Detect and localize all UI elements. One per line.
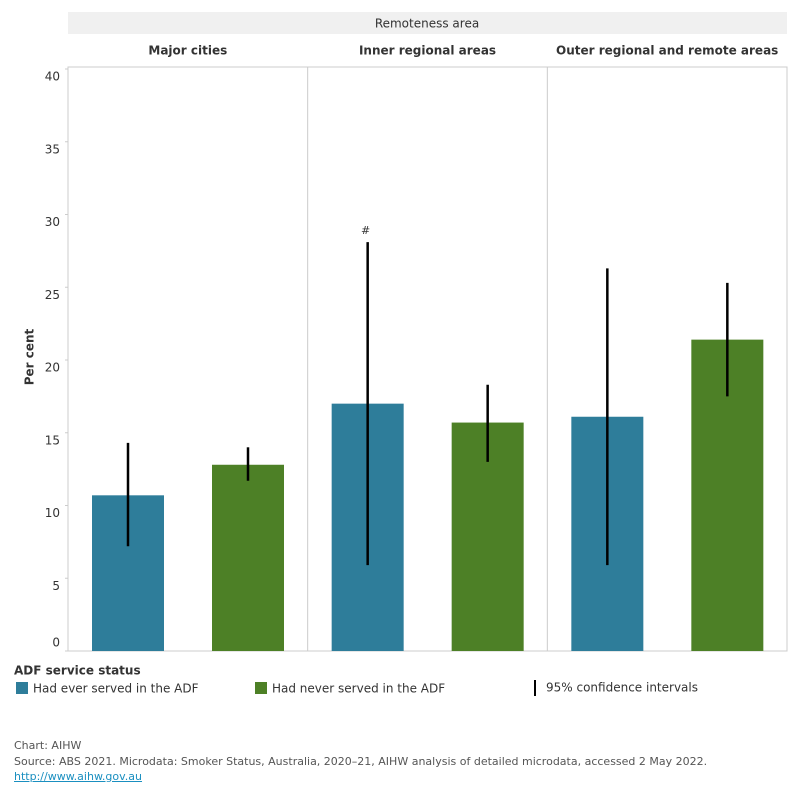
bar — [212, 464, 284, 651]
legend-label: Had ever served in the ADF — [33, 682, 199, 696]
y-tick-label: 30 — [45, 215, 60, 229]
y-tick-label: 0 — [52, 636, 60, 650]
y-tick-label: 20 — [45, 361, 60, 375]
y-tick-label: 35 — [45, 142, 60, 156]
chart: Remoteness area Per cent ADF service sta… — [14, 12, 788, 696]
y-tick-label: 5 — [52, 579, 60, 593]
y-tick-label: 40 — [45, 70, 60, 84]
panel-title: Major cities — [148, 44, 227, 58]
facet-title: Remoteness area — [375, 17, 479, 31]
y-tick-label: 15 — [45, 433, 60, 447]
legend-ci-label: 95% confidence intervals — [546, 681, 698, 695]
y-axis-label: Per cent — [23, 328, 37, 385]
legend-label: Had never served in the ADF — [272, 682, 445, 696]
panel-title: Outer regional and remote areas — [556, 44, 778, 58]
legend-swatch — [16, 682, 28, 694]
y-tick-label: 25 — [45, 288, 60, 302]
legend-swatch — [255, 682, 267, 694]
y-tick-label: 10 — [45, 506, 60, 520]
panel-title: Inner regional areas — [359, 44, 496, 58]
annotation: # — [361, 224, 370, 237]
legend-title: ADF service status — [14, 664, 141, 678]
plot-frame — [67, 66, 788, 652]
facet-header — [68, 12, 787, 34]
footer-link[interactable]: http://www.aihw.gov.au — [14, 770, 143, 783]
footer-source: Source: ABS 2021. Microdata: Smoker Stat… — [14, 755, 708, 768]
footer-chart: Chart: AIHW — [14, 739, 82, 752]
